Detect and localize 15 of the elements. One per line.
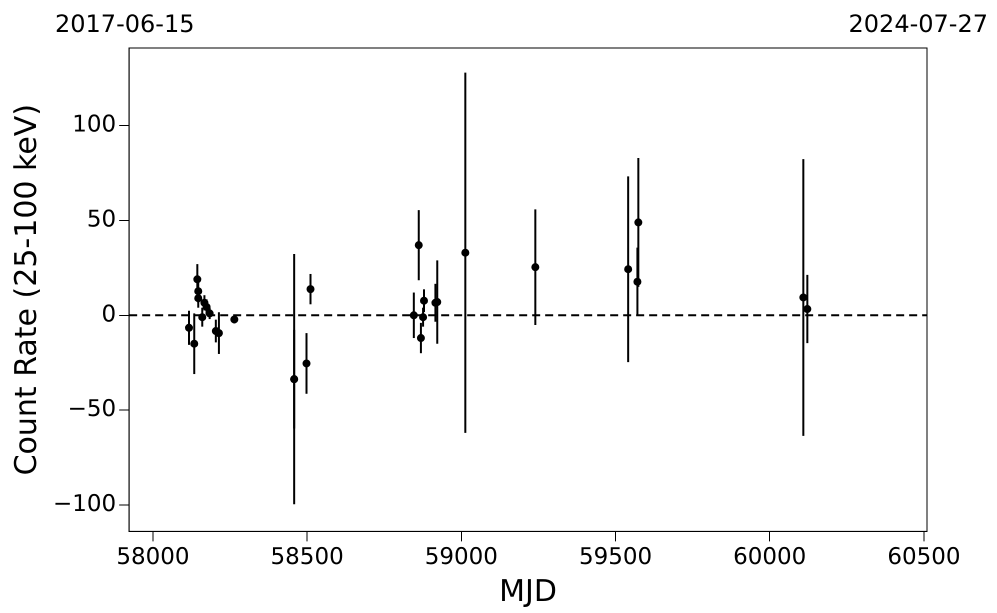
y-tick-label: −100 [53,490,116,517]
x-tick-label: 59500 [578,544,652,570]
text: 2024-07-27 [848,10,988,38]
y-tick-label: −50 [68,396,116,422]
x-tick-label: 60500 [887,544,960,570]
y-tick-label: 50 [86,206,116,232]
y-axis-title: Count Rate (25-100 keV) [8,104,44,476]
y-tick-label: 0 [102,301,116,328]
text: 2017-06-15 [55,10,194,38]
x-tick-label: 60000 [733,544,806,570]
x-tick-label: 58000 [116,544,190,570]
x-tick-label: 59000 [424,544,498,570]
x-axis-title: MJD [499,574,558,609]
x-tick-label: 58500 [270,544,344,570]
y-tick-label: 100 [72,112,116,138]
